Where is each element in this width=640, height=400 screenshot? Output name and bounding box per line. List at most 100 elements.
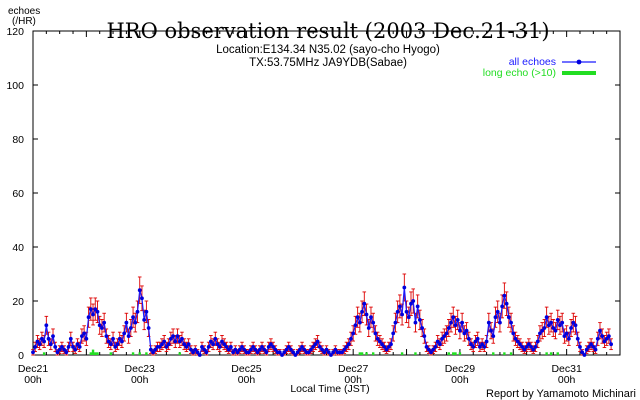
- all-echoes-point: [442, 334, 447, 338]
- all-echoes-point: [564, 331, 569, 336]
- all-echoes-point: [213, 336, 218, 341]
- all-echoes-point: [60, 345, 64, 349]
- all-echoes-point: [466, 336, 471, 341]
- all-echoes-point: [444, 331, 449, 336]
- all-echoes-point: [560, 320, 565, 325]
- all-echoes-point: [133, 320, 138, 325]
- all-echoes-point: [48, 342, 53, 347]
- x-axis: Dec2100hDec2300hDec2500hDec2700hDec2900h…: [18, 31, 621, 386]
- all-echoes-point: [546, 323, 551, 328]
- all-echoes-point: [518, 342, 522, 347]
- all-echoes-point: [602, 339, 607, 344]
- all-echoes-point: [498, 320, 502, 325]
- plot-frame: [32, 30, 621, 356]
- legend-long-echo-swatch: [562, 71, 596, 75]
- all-echoes-point: [260, 345, 264, 349]
- all-echoes-point: [153, 347, 158, 352]
- all-echoes-point: [57, 347, 62, 352]
- all-echoes-point: [377, 339, 382, 344]
- all-echoes-point: [575, 336, 580, 341]
- all-echoes-point: [237, 347, 242, 352]
- all-echoes-point: [413, 320, 418, 325]
- all-echoes-point: [222, 342, 227, 347]
- all-echoes-point: [31, 350, 35, 355]
- all-echoes-point: [429, 350, 433, 355]
- y-tick-label: 40: [12, 242, 24, 254]
- all-echoes-point: [349, 336, 353, 341]
- all-echoes-series: [31, 285, 614, 357]
- chart-subtitle-tx: TX:53.75MHz JA9YDB(Sabae): [249, 57, 407, 69]
- x-tick-label-date: Dec31: [551, 363, 582, 375]
- all-echoes-point: [329, 353, 333, 357]
- all-echoes-point: [262, 347, 267, 352]
- all-echoes-point: [249, 347, 253, 352]
- x-tick-label-date: Dec29: [445, 363, 476, 375]
- all-echoes-point: [489, 328, 493, 333]
- all-echoes-point: [66, 345, 71, 349]
- all-echoes-point: [386, 345, 391, 349]
- long-echo-bar: [365, 352, 368, 355]
- all-echoes-point: [44, 323, 49, 328]
- all-echoes-point: [273, 347, 278, 352]
- all-echoes-point: [204, 350, 209, 355]
- all-echoes-point: [322, 350, 327, 355]
- all-echoes-point: [424, 345, 429, 349]
- long-echo-bar: [549, 352, 553, 355]
- all-echoes-point: [584, 347, 589, 352]
- all-echoes-point: [411, 299, 416, 303]
- all-echoes-point: [195, 350, 200, 355]
- all-echoes-point: [291, 350, 296, 355]
- all-echoes-point: [357, 320, 362, 325]
- all-echoes-point: [478, 345, 482, 349]
- y-tick-label: 0: [18, 350, 24, 362]
- all-echoes-point: [397, 304, 402, 309]
- all-echoes-point: [100, 326, 104, 330]
- all-echoes-point: [224, 345, 229, 349]
- all-echoes-point: [75, 342, 80, 347]
- all-echoes-point: [257, 347, 262, 352]
- all-echoes-point: [569, 326, 573, 330]
- all-echoes-point: [266, 345, 271, 349]
- legend-long-echo-label: long echo (>10): [483, 67, 556, 79]
- all-echoes-point: [435, 339, 440, 344]
- all-echoes-point: [471, 345, 476, 349]
- all-echoes-point: [251, 345, 256, 349]
- all-echoes-point: [353, 323, 358, 328]
- all-echoes-point: [108, 342, 113, 347]
- all-echoes-point: [37, 342, 42, 347]
- x-tick-label-hour: 00h: [131, 374, 149, 386]
- all-echoes-point: [226, 347, 231, 352]
- all-echoes-point: [558, 323, 562, 328]
- x-tick-label-hour: 00h: [451, 374, 469, 386]
- all-echoes-point: [120, 339, 124, 344]
- all-echoes-point: [128, 326, 133, 330]
- long-echo-bar: [89, 352, 93, 355]
- all-echoes-point: [177, 339, 182, 344]
- all-echoes-point: [578, 345, 582, 349]
- all-echoes-point: [131, 315, 135, 320]
- y-tick-label: 20: [12, 296, 24, 308]
- all-echoes-point: [104, 334, 109, 338]
- x-tick-label-hour: 00h: [558, 374, 576, 386]
- all-echoes-point: [106, 339, 111, 344]
- long-echo-bar: [545, 352, 548, 355]
- all-echoes-point: [400, 312, 404, 317]
- all-echoes-point: [524, 345, 529, 349]
- all-echoes-point: [46, 336, 51, 341]
- all-echoes-point: [324, 347, 329, 352]
- all-echoes-point: [395, 309, 400, 314]
- x-tick-label-date: Dec25: [231, 363, 262, 375]
- all-echoes-point: [184, 345, 189, 349]
- plot-area: [32, 30, 621, 356]
- all-echoes-point: [586, 345, 591, 349]
- all-echoes-point: [124, 320, 129, 325]
- all-echoes-point: [242, 347, 247, 352]
- x-axis-label: Local Time (JST): [290, 383, 369, 395]
- all-echoes-point: [433, 345, 438, 349]
- all-echoes-point: [340, 350, 344, 355]
- all-echoes-point: [573, 323, 578, 328]
- all-echoes-point: [460, 320, 465, 325]
- x-tick-label-date: Dec27: [338, 363, 369, 375]
- x-tick-label-hour: 00h: [238, 374, 256, 386]
- all-echoes-point: [440, 336, 445, 341]
